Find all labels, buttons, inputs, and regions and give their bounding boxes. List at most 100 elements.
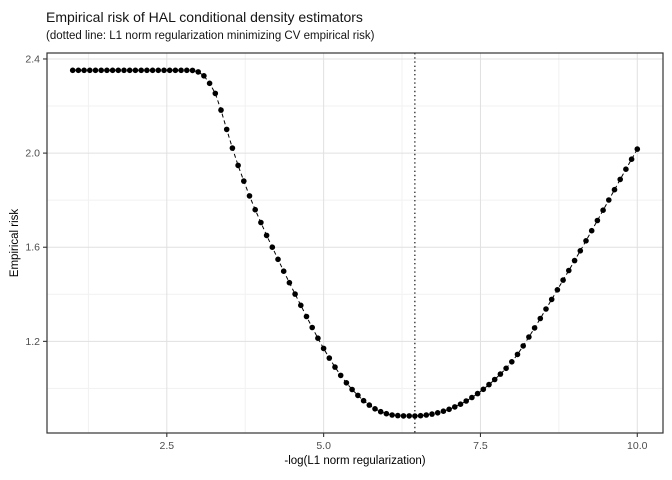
y-tick-label: 2.4	[25, 53, 40, 65]
data-point	[514, 351, 521, 358]
data-point	[275, 256, 281, 263]
data-point	[235, 162, 241, 169]
data-point	[280, 268, 287, 275]
data-point	[457, 401, 464, 408]
y-tick-label: 2.0	[25, 148, 40, 160]
data-point	[292, 291, 298, 297]
data-point	[75, 67, 82, 74]
chart-subtitle: (dotted line: L1 norm regularization min…	[46, 30, 375, 42]
data-point	[87, 67, 93, 74]
x-tick-label: 5.0	[316, 440, 331, 452]
data-point	[611, 186, 618, 193]
data-point	[252, 206, 258, 213]
data-point	[355, 392, 361, 399]
data-point	[298, 302, 304, 309]
data-point	[343, 380, 350, 386]
data-point	[566, 267, 572, 274]
data-point	[520, 343, 526, 349]
data-point	[263, 232, 270, 239]
data-point	[469, 394, 475, 401]
data-point	[554, 287, 561, 293]
data-point	[531, 325, 538, 331]
data-point	[452, 404, 458, 410]
data-point	[491, 376, 498, 383]
data-point	[526, 334, 532, 340]
data-point	[406, 413, 413, 419]
data-point	[400, 413, 407, 419]
data-point	[429, 411, 435, 417]
data-point	[389, 412, 395, 418]
y-tick-label: 1.6	[25, 242, 40, 254]
data-point	[377, 408, 384, 415]
data-point	[81, 67, 87, 74]
data-point	[623, 166, 629, 172]
data-point	[474, 390, 481, 397]
data-point	[246, 193, 253, 199]
data-point	[309, 324, 316, 331]
data-point	[315, 335, 321, 342]
data-point	[412, 413, 418, 419]
data-point	[92, 67, 99, 74]
data-point	[463, 398, 470, 404]
data-point	[269, 244, 276, 250]
data-point	[98, 67, 104, 74]
x-tick-label: 7.5	[473, 440, 488, 452]
data-point	[115, 67, 122, 74]
data-point	[218, 107, 224, 113]
data-point	[161, 67, 167, 74]
data-point	[446, 406, 452, 413]
data-point	[155, 67, 162, 74]
data-point	[617, 176, 623, 183]
data-point	[434, 410, 441, 416]
data-point	[138, 67, 144, 74]
data-point	[104, 67, 110, 74]
data-point	[337, 372, 344, 379]
y-axis-title: Empirical risk	[9, 208, 21, 278]
data-point	[417, 412, 424, 419]
data-point	[286, 279, 293, 286]
data-point	[594, 217, 601, 224]
data-point	[320, 345, 327, 352]
data-point	[372, 406, 378, 412]
data-point	[189, 67, 196, 74]
data-point	[560, 277, 566, 283]
data-point	[178, 67, 184, 74]
data-point	[543, 306, 549, 312]
data-point	[628, 156, 635, 162]
data-point	[212, 90, 219, 97]
data-point	[195, 69, 201, 75]
data-point	[360, 397, 367, 404]
data-point	[332, 364, 338, 370]
data-point	[366, 402, 373, 408]
data-point	[69, 67, 76, 74]
x-tick-label: 2.5	[160, 440, 175, 452]
data-point	[486, 381, 492, 388]
x-tick-label: 10.0	[627, 440, 648, 452]
data-point	[588, 227, 595, 234]
data-point	[149, 67, 156, 74]
data-point	[223, 126, 230, 133]
data-point	[126, 67, 133, 74]
data-point	[423, 412, 430, 418]
data-point	[497, 371, 504, 377]
data-point	[121, 67, 127, 74]
x-axis-title: -log(L1 norm regularization)	[284, 455, 426, 467]
y-tick-label: 1.2	[25, 336, 40, 348]
data-point	[303, 313, 310, 320]
data-point	[229, 145, 236, 151]
data-point	[201, 73, 207, 79]
data-point	[583, 238, 589, 244]
data-point	[349, 386, 355, 393]
data-point	[166, 67, 173, 74]
data-point	[395, 412, 401, 419]
panel-background	[47, 53, 663, 433]
data-point	[634, 146, 641, 152]
data-point	[258, 219, 264, 226]
data-point	[577, 248, 584, 254]
data-point	[144, 67, 150, 74]
data-point	[440, 408, 447, 415]
data-point	[537, 315, 544, 322]
panel-border	[46, 52, 664, 434]
